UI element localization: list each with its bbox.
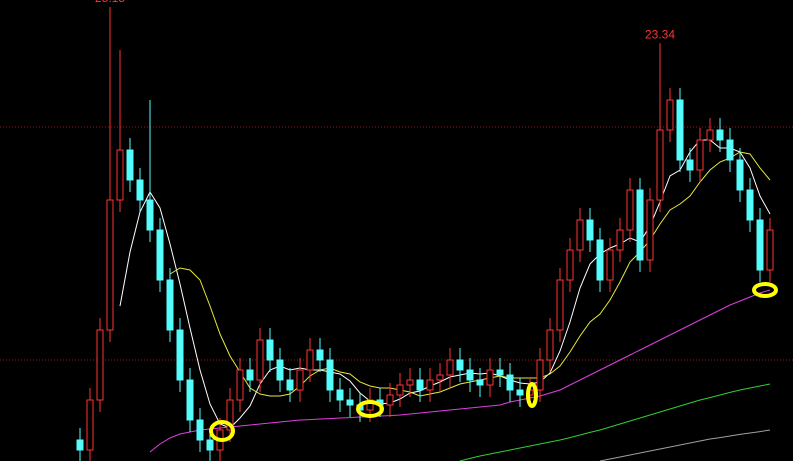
candle-body [546,329,554,361]
candle-body [136,179,144,201]
high-label: 25.15 [95,0,125,5]
candle-body [86,399,94,451]
high-label: 23.34 [645,27,675,41]
candle-body [566,249,574,281]
candle-body [406,379,414,386]
candle-body [146,199,154,231]
candle-body [736,159,744,191]
candle-body [246,369,254,381]
candle-body [586,219,594,241]
candle-body [266,339,274,361]
candle-body [446,359,454,376]
candle-body [196,419,204,441]
candle-body [426,379,434,391]
candle-body [516,389,524,396]
candle-body [306,349,314,371]
highlight-ring [526,382,538,408]
candle-body [666,99,674,131]
candle-body [116,149,124,201]
candle-body [676,99,684,161]
candle-body [236,369,244,401]
candle-body [616,229,624,251]
highlight-ring [356,400,384,418]
candles [76,7,774,461]
candle-body [606,249,614,281]
grid [0,126,793,361]
candle-body [716,129,724,141]
candle-body [466,369,474,381]
candle-body [746,189,754,221]
candle-body [416,379,424,391]
candle-body [506,374,514,391]
highlight-ring [209,420,235,442]
candle-body [556,279,564,331]
candle-body [396,384,404,396]
candle-body [576,219,584,251]
candle-body [456,359,464,371]
candle-body [126,149,134,181]
candle-body [166,279,174,331]
candle-body [436,374,444,381]
candle-body [636,189,644,261]
candle-body [156,229,164,281]
candle-body [486,369,494,386]
candle-body [386,394,394,406]
candle-body [96,329,104,401]
candle-body [206,439,214,451]
candle-body [176,329,184,381]
candle-body [76,439,84,451]
candle-body [256,339,264,381]
highlight-ring [752,282,778,298]
ma-line [599,429,771,461]
candle-body [226,399,234,431]
candle-body [496,369,504,376]
candle-body [316,349,324,361]
candle-body [186,379,194,421]
candle-body [596,239,604,281]
candle-body [726,139,734,161]
candle-body [756,219,764,271]
candle-body [626,189,634,231]
candle-body [476,379,484,386]
candle-body [686,159,694,171]
candle-body [326,359,334,391]
candle-body [106,199,114,331]
candle-body [646,199,654,261]
candle-body [286,379,294,391]
ma-line [459,383,771,461]
ma-line [119,139,771,429]
moving-averages [119,139,771,461]
candle-body [276,359,284,381]
candle-body [296,369,304,391]
candle-body [696,139,704,171]
candle-body [536,359,544,391]
candle-body [336,389,344,401]
ma-line [149,289,771,453]
highlights [209,282,778,442]
candle-body [766,229,774,271]
candle-body [706,129,714,141]
candle-body [346,399,354,406]
candle-body [656,129,664,201]
